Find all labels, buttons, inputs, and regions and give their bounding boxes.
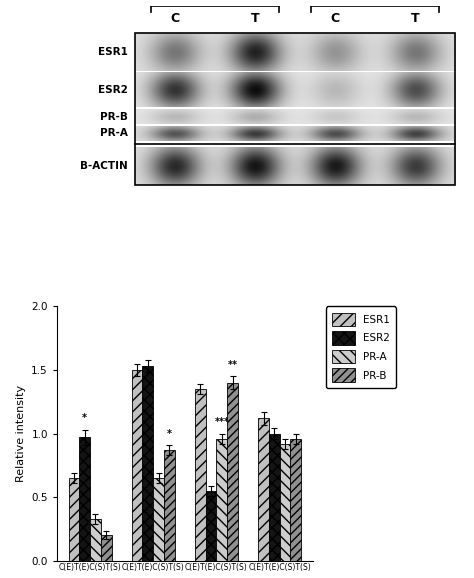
Bar (291, 439, 301, 561)
Text: ESR1: ESR1 (98, 47, 128, 57)
Text: ESR2: ESR2 (98, 85, 128, 95)
Y-axis label: Relative intensity: Relative intensity (16, 385, 26, 482)
Bar (227, 383, 238, 561)
Bar (258, 418, 269, 561)
Bar (153, 478, 164, 561)
Text: T: T (411, 12, 419, 25)
Bar (143, 366, 153, 561)
Text: ***: *** (214, 417, 229, 427)
Text: PR-B: PR-B (100, 112, 128, 122)
Bar (164, 450, 175, 561)
Text: PR-A: PR-A (100, 128, 128, 138)
Bar (217, 439, 227, 561)
Text: **: ** (228, 360, 237, 370)
Bar (135, 34, 456, 185)
Bar (101, 535, 111, 561)
Bar (269, 434, 280, 561)
Text: *: * (82, 413, 87, 423)
Bar (206, 491, 217, 561)
Text: E: E (210, 0, 219, 2)
Legend: ESR1, ESR2, PR-A, PR-B: ESR1, ESR2, PR-A, PR-B (326, 306, 396, 388)
Text: B-ACTIN: B-ACTIN (80, 161, 128, 171)
Text: S: S (371, 0, 380, 2)
Bar (280, 444, 291, 561)
Text: C: C (170, 12, 180, 25)
Bar (79, 438, 90, 561)
Text: T: T (251, 12, 259, 25)
Bar (90, 518, 101, 561)
Text: *: * (167, 428, 172, 439)
Text: C: C (330, 12, 340, 25)
Bar (132, 370, 143, 561)
Bar (195, 389, 206, 561)
Bar (69, 478, 79, 561)
